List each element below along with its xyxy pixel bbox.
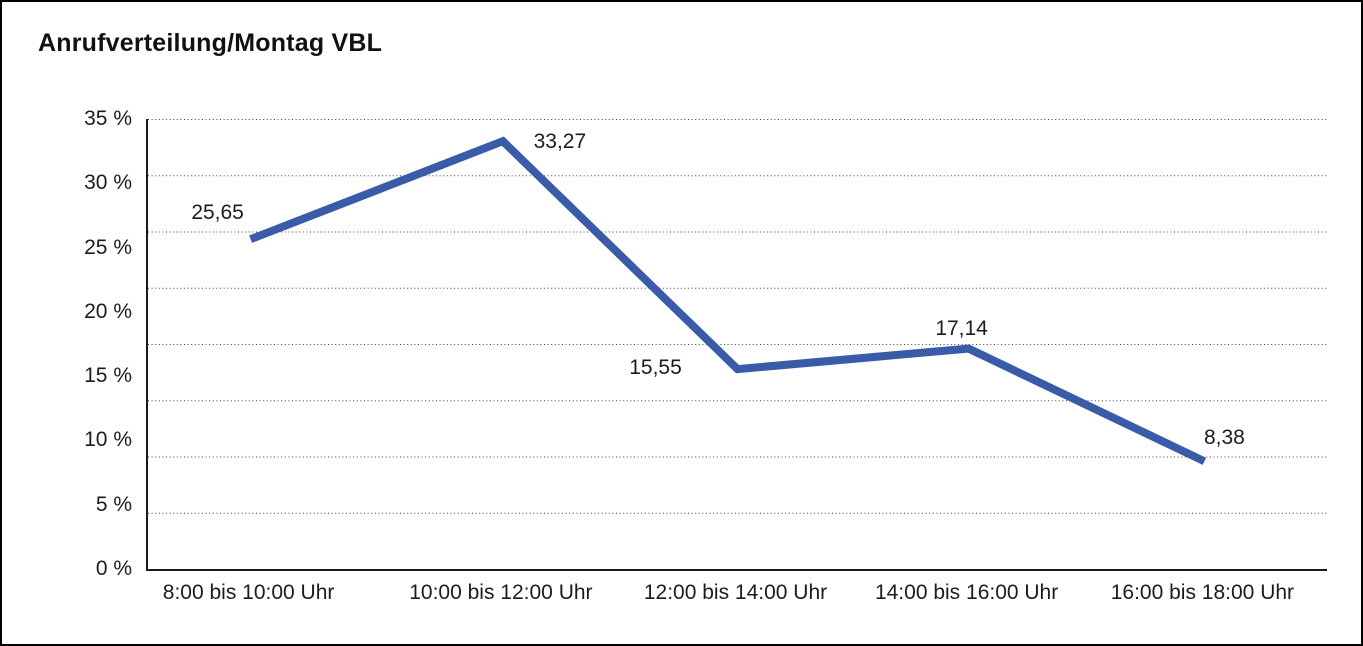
y-tick-label: 5 % bbox=[95, 492, 132, 516]
plot-area bbox=[146, 119, 1327, 571]
series-line bbox=[249, 136, 1207, 465]
y-tick-label: 0 % bbox=[95, 557, 132, 580]
y-tick-label: 30 % bbox=[84, 171, 132, 195]
point-value-label: 25,65 bbox=[191, 201, 244, 225]
point-value-label: 17,14 bbox=[935, 316, 988, 340]
y-tick-label: 10 % bbox=[84, 428, 132, 452]
x-category-label: 16:00 bis 18:00 Uhr bbox=[1110, 581, 1295, 604]
point-value-label: 15,55 bbox=[629, 356, 682, 380]
x-category-label: 14:00 bis 16:00 Uhr bbox=[874, 581, 1059, 604]
x-category-label: 8:00 bis 10:00 Uhr bbox=[162, 581, 335, 604]
y-tick-label: 15 % bbox=[84, 364, 132, 388]
x-category-label: 10:00 bis 12:00 Uhr bbox=[409, 581, 593, 604]
y-tick-label: 35 % bbox=[84, 107, 132, 130]
x-category-label: 12:00 bis 14:00 Uhr bbox=[643, 581, 828, 604]
line-chart-canvas bbox=[148, 119, 1327, 514]
point-value-label: 8,38 bbox=[1203, 426, 1245, 450]
point-value-label: 33,27 bbox=[533, 130, 587, 154]
y-tick-label: 25 % bbox=[84, 235, 132, 259]
y-tick-label: 20 % bbox=[84, 299, 132, 323]
chart-title: Anrufverteilung/Montag VBL bbox=[38, 29, 383, 57]
